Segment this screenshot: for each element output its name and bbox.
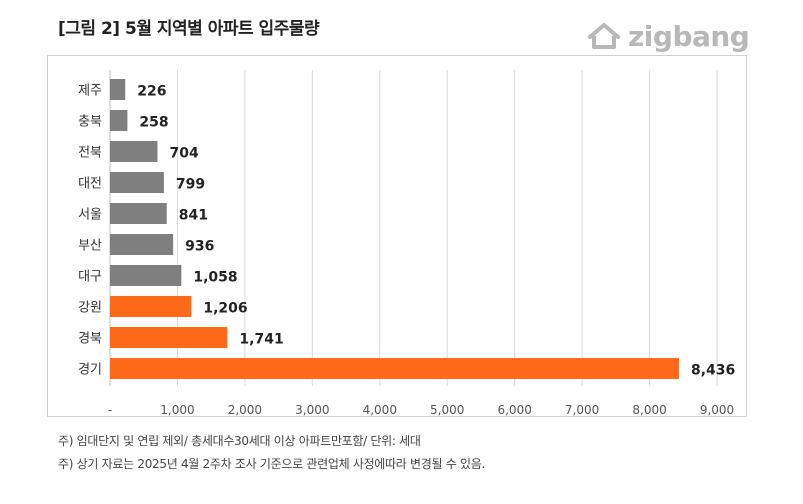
bar xyxy=(110,296,192,317)
bar xyxy=(110,265,182,286)
value-label: 258 xyxy=(139,115,168,131)
brand-name: zigbang xyxy=(628,19,750,53)
category-label: 제주 xyxy=(78,84,102,99)
x-tick-label: 5,000 xyxy=(430,403,464,416)
bar xyxy=(110,203,167,224)
value-label: 799 xyxy=(176,177,205,193)
value-label: 226 xyxy=(137,84,166,100)
category-label: 경기 xyxy=(78,363,102,378)
bar xyxy=(110,79,126,100)
bar xyxy=(110,141,158,162)
category-label: 대전 xyxy=(78,177,102,192)
category-label: 전북 xyxy=(78,146,102,161)
x-tick-label: 6,000 xyxy=(497,403,531,416)
value-label: 1,206 xyxy=(203,301,247,317)
bar xyxy=(110,234,174,255)
bar xyxy=(110,358,679,379)
x-tick-label: 2,000 xyxy=(228,403,262,416)
bar xyxy=(110,110,128,131)
category-label: 대구 xyxy=(78,270,102,285)
footnote-1: 주) 임대단지 및 연립 제외/ 총세대수30세대 이상 아파트만포함/ 단위:… xyxy=(58,434,421,448)
x-tick-label: 3,000 xyxy=(295,403,329,416)
bar xyxy=(110,327,228,348)
category-label: 부산 xyxy=(78,239,102,254)
category-label: 경북 xyxy=(78,332,102,347)
category-label: 충북 xyxy=(78,115,102,130)
category-label: 강원 xyxy=(78,301,102,316)
value-label: 1,741 xyxy=(239,332,283,348)
value-label: 8,436 xyxy=(691,363,735,379)
value-label: 704 xyxy=(169,146,198,162)
value-label: 936 xyxy=(185,239,214,255)
x-tick-label: - xyxy=(108,403,112,416)
footnote-2: 주) 상기 자료는 2025년 4월 2주차 조사 기준으로 관련업체 사정에따… xyxy=(58,457,486,471)
chart-container: 제주 226 충북 258 전북 704 대전 799 서울 841 부산 936 대구 1,058 강원 1… xyxy=(47,55,747,417)
chart-title: [그림 2] 5월 지역별 아파트 입주물량 xyxy=(58,19,320,39)
bar-chart: 제주 226 충북 258 전북 704 대전 799 서울 841 부산 936 대구 1,058 강원 1… xyxy=(78,70,735,417)
x-tick-label: 1,000 xyxy=(160,403,194,416)
value-label: 1,058 xyxy=(193,270,237,286)
bar xyxy=(110,172,164,193)
zigbang-house-logo-icon xyxy=(588,23,620,49)
x-tick-label: 9,000 xyxy=(700,403,734,416)
x-tick-label: 4,000 xyxy=(363,403,397,416)
x-tick-label: 8,000 xyxy=(632,403,666,416)
brand-logo: zigbang xyxy=(586,16,756,56)
x-tick-label: 7,000 xyxy=(565,403,599,416)
category-label: 서울 xyxy=(78,208,102,223)
value-label: 841 xyxy=(179,208,208,224)
